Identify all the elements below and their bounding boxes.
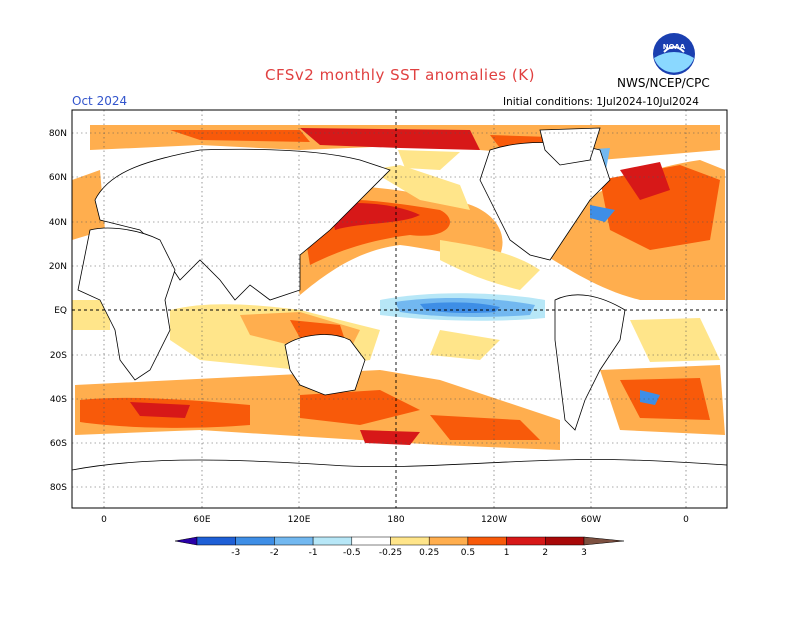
lon-label: 0 xyxy=(683,515,689,525)
colorbar-segment xyxy=(467,536,507,546)
colorbar-segment xyxy=(545,536,585,546)
colorbar-tick-label: 0.5 xyxy=(461,548,475,558)
anomaly-field xyxy=(72,110,727,508)
colorbar-tick-label: -2 xyxy=(270,548,279,558)
latitude-labels: 80N 60N 40N 20N EQ 20S 40S 60S 80S xyxy=(49,129,67,493)
colorbar-segment xyxy=(274,536,314,546)
lon-label: 0 xyxy=(101,515,107,525)
lon-label: 120E xyxy=(288,515,311,525)
colorbar-tick-label: 0.25 xyxy=(419,548,439,558)
colorbar-segment xyxy=(390,536,430,546)
colorbar-segment xyxy=(312,536,353,546)
colorbar-tick-label: 2 xyxy=(542,548,548,558)
lon-label: 60E xyxy=(193,515,210,525)
colorbar-segment xyxy=(506,536,546,546)
initial-conditions: Initial conditions: 1Jul2024-10Jul2024 xyxy=(503,96,699,108)
lon-label: 180 xyxy=(387,515,404,525)
organization-label: NWS/NCEP/CPC xyxy=(617,76,710,90)
colorbar-segment xyxy=(235,536,275,546)
lat-label: EQ xyxy=(54,306,67,316)
lat-label: 60S xyxy=(50,439,67,449)
noaa-logo-icon: NOAA xyxy=(653,33,695,75)
lat-label: 20N xyxy=(49,262,67,272)
lat-label: 80S xyxy=(50,483,67,493)
colorbar-tick-label: -0.5 xyxy=(343,548,361,558)
lat-label: 40S xyxy=(50,395,67,405)
longitude-labels: 0 60E 120E 180 120W 60W 0 xyxy=(101,515,689,525)
continents xyxy=(72,127,727,508)
colorbar-tick-label: -1 xyxy=(309,548,318,558)
map-frame xyxy=(71,109,728,509)
colorbar-tick-label: 1 xyxy=(504,548,510,558)
lon-label: 120W xyxy=(481,515,507,525)
colorbar-arrow-high xyxy=(583,536,625,546)
colorbar-arrow-low xyxy=(174,536,198,546)
valid-month: Oct 2024 xyxy=(72,94,128,108)
noaa-logo-text: NOAA xyxy=(663,43,686,51)
colorbar-tick-label: -3 xyxy=(231,548,240,558)
lon-label: 60W xyxy=(581,515,601,525)
colorbar-tick-label: -0.25 xyxy=(379,548,402,558)
lat-label: 80N xyxy=(49,129,67,139)
lat-label: 20S xyxy=(50,351,67,361)
colorbar-segment xyxy=(351,536,391,546)
colorbar-tick-label: 3 xyxy=(581,548,587,558)
colorbar-segment xyxy=(428,536,469,546)
chart-title: CFSv2 monthly SST anomalies (K) xyxy=(265,66,535,84)
lat-label: 40N xyxy=(49,218,67,228)
colorbar-segment xyxy=(196,536,236,546)
lat-label: 60N xyxy=(49,173,67,183)
reference-lines xyxy=(72,110,727,508)
grid-lines xyxy=(72,110,727,508)
colorbar: -3 -2 -1 -0.5 -0.25 0.25 0.5 1 2 3 xyxy=(174,536,625,558)
